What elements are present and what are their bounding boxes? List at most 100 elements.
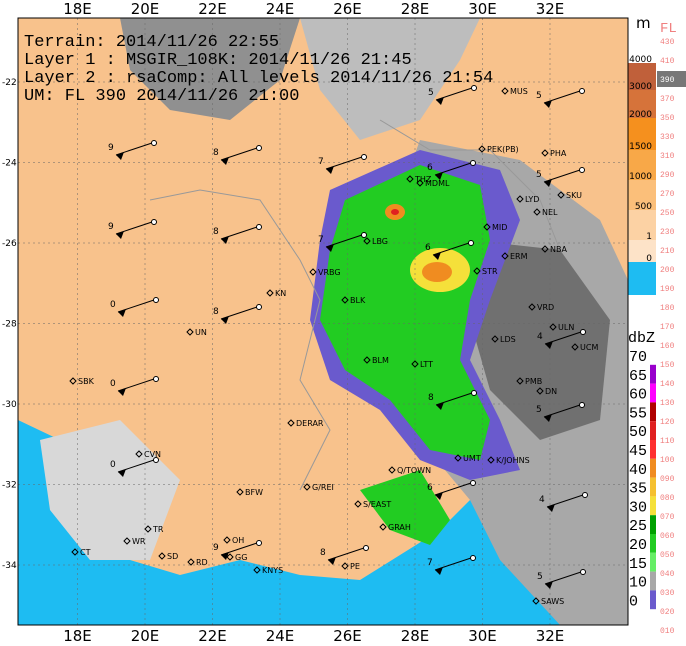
station-label: CVN	[144, 450, 161, 459]
station-label: BLK	[350, 296, 366, 305]
fl-label: 050	[660, 551, 675, 560]
station-marker	[226, 553, 234, 561]
lon-label: 32E	[536, 627, 565, 645]
barb-station	[471, 390, 477, 396]
station-label: BFW	[245, 488, 263, 497]
station-label: Q/TOWN	[397, 466, 431, 475]
lon-label: 32E	[536, 0, 565, 18]
radar-echo	[320, 165, 490, 460]
station-marker	[303, 483, 311, 491]
fl-label: 180	[660, 304, 675, 313]
station-marker	[478, 145, 486, 153]
station-marker	[501, 87, 509, 95]
fl-label: 350	[660, 114, 675, 123]
station-marker	[416, 179, 424, 187]
station-label: S/EAST	[363, 500, 391, 509]
dbz-swatch	[650, 552, 656, 572]
barb-station	[468, 240, 474, 246]
barb-station	[151, 140, 157, 146]
barb-flag	[221, 316, 229, 324]
legend-swatch	[628, 63, 656, 90]
legend-swatch	[628, 262, 656, 295]
station-marker	[223, 536, 231, 544]
station-label: SD	[167, 552, 178, 561]
cloud	[300, 18, 480, 140]
dbz-label: 30	[629, 499, 647, 516]
barb-station	[153, 457, 159, 463]
station-marker	[491, 335, 499, 343]
station-label: SAWS	[541, 597, 564, 606]
legend-swatch	[628, 90, 656, 118]
barb-station	[470, 160, 476, 166]
radar-echo	[422, 262, 452, 282]
radar-echo	[360, 470, 450, 545]
fl-label: 100	[660, 456, 675, 465]
station-marker	[341, 296, 349, 304]
station-marker	[571, 343, 579, 351]
wind-speed: 8	[213, 307, 219, 317]
station-label: KNYS	[262, 566, 283, 575]
station-marker	[266, 289, 274, 297]
wind-speed: 4	[539, 495, 545, 505]
lon-label: 30E	[468, 627, 497, 645]
station-label: NEL	[542, 208, 558, 217]
wind-speed: 7	[427, 558, 433, 568]
legend: m FL dbZ 4000300020001500100050010430410…	[628, 14, 686, 636]
station-label: PHA	[550, 149, 567, 158]
graticule	[18, 18, 628, 625]
legend-label: 1500	[629, 142, 652, 152]
dbz-swatch	[650, 364, 656, 384]
fl-label: 190	[660, 285, 675, 294]
station-marker	[253, 566, 261, 574]
barb-flag	[544, 414, 552, 422]
station-marker	[354, 500, 362, 508]
fl-label: 330	[660, 133, 675, 142]
barb-station	[153, 297, 159, 303]
fl-label: 170	[660, 323, 675, 332]
barb-flag	[326, 166, 334, 174]
dbz-label: 35	[629, 481, 647, 498]
station-marker	[516, 377, 524, 385]
barb-station	[580, 569, 586, 575]
fl-label: 210	[660, 247, 675, 256]
station-marker	[287, 419, 295, 427]
station-marker	[135, 450, 143, 458]
barb-flag	[221, 236, 229, 244]
wind-speed: 0	[110, 300, 116, 310]
station-marker	[411, 360, 419, 368]
barb-station	[256, 540, 262, 546]
dbz-label: 50	[629, 424, 647, 441]
barb-station	[153, 376, 159, 382]
wind-speed: 4	[537, 332, 543, 342]
station-marker	[406, 175, 414, 183]
legend-label: 1	[646, 232, 652, 242]
station-label: KN	[275, 289, 286, 298]
station-label: TR	[152, 525, 164, 534]
wind-speed: 8	[213, 148, 219, 158]
barb-flag	[326, 244, 334, 252]
fl-label: 150	[660, 361, 675, 370]
wind-speed: 6	[425, 243, 431, 253]
wind-speed: 5	[536, 91, 542, 101]
legend-title: m	[636, 14, 651, 32]
barb-flag	[116, 152, 124, 160]
dbz-label: 70	[629, 349, 647, 366]
fl-label: 410	[660, 57, 675, 66]
barb-flag	[221, 157, 229, 165]
fl-label: 130	[660, 399, 675, 408]
fl-label: 390	[660, 76, 675, 85]
wind-speed: 5	[536, 170, 542, 180]
lon-label: 18E	[63, 0, 92, 18]
station-label: SKU	[566, 191, 582, 200]
station-label: DERAR	[296, 419, 324, 428]
wind-speed: 0	[110, 379, 116, 389]
station-marker	[516, 195, 524, 203]
barb-flag	[435, 492, 443, 500]
lon-label: 20E	[131, 627, 160, 645]
lon-label: 26E	[333, 0, 362, 18]
wind-speed: 0	[110, 460, 116, 470]
station-label: UMT	[463, 454, 481, 463]
station-marker	[71, 548, 79, 556]
station-label: ULN	[558, 323, 574, 332]
legend-label: 3000	[629, 82, 652, 92]
